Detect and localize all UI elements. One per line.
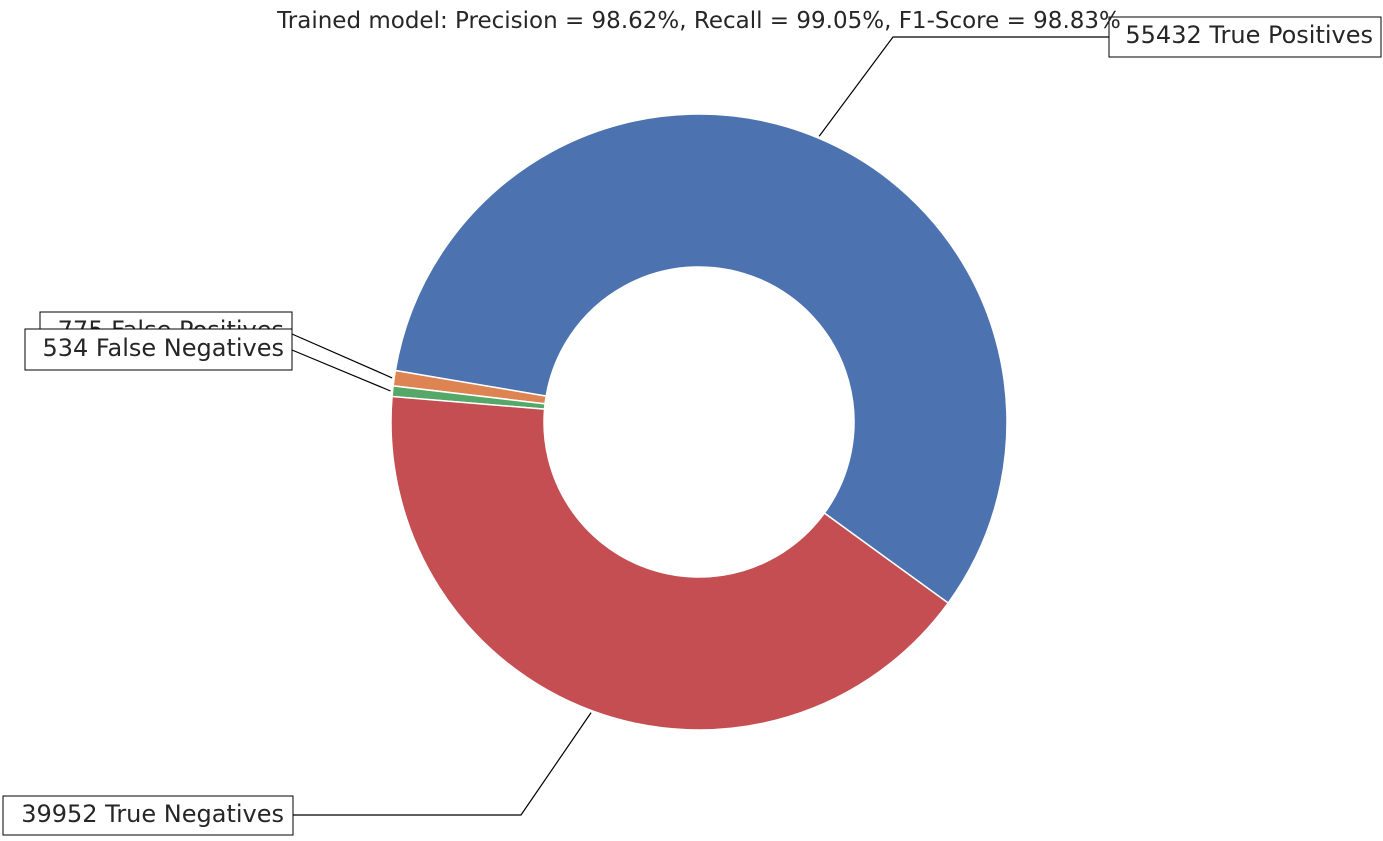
annotations-layer: 55432 True Positives775 False Positives5… — [2, 16, 1382, 836]
annotation-box — [1108, 16, 1382, 58]
annotation-box — [2, 795, 294, 836]
annotation-label: 39952 True Negatives — [21, 800, 284, 828]
annotation-connector — [291, 349, 391, 392]
annotation-label: 55432 True Positives — [1125, 21, 1373, 49]
chart-title: Trained model: Precision = 98.62%, Recal… — [276, 8, 1121, 34]
donut-slice-true-positives — [394, 113, 1008, 605]
annotation-connector — [291, 333, 393, 379]
annotation-connector — [818, 36, 1109, 137]
annotation-label: 534 False Negatives — [42, 334, 284, 362]
donut-slice-true-negatives — [390, 395, 950, 731]
annotation-connector — [293, 712, 592, 816]
annotation-box — [24, 328, 293, 371]
slices-layer — [390, 113, 1008, 731]
